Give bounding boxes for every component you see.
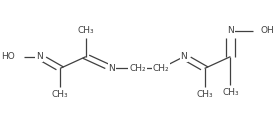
Text: N: N (36, 52, 43, 61)
Text: CH₂: CH₂ (152, 64, 169, 73)
Text: N: N (108, 64, 115, 73)
Text: CH₃: CH₃ (222, 88, 239, 97)
Text: CH₂: CH₂ (129, 64, 146, 73)
Text: CH₃: CH₃ (78, 26, 94, 35)
Text: HO: HO (1, 52, 15, 61)
Text: OH: OH (260, 26, 274, 35)
Text: CH₃: CH₃ (196, 90, 213, 99)
Text: CH₃: CH₃ (52, 90, 68, 99)
Text: N: N (227, 26, 234, 35)
Text: N: N (181, 52, 187, 61)
